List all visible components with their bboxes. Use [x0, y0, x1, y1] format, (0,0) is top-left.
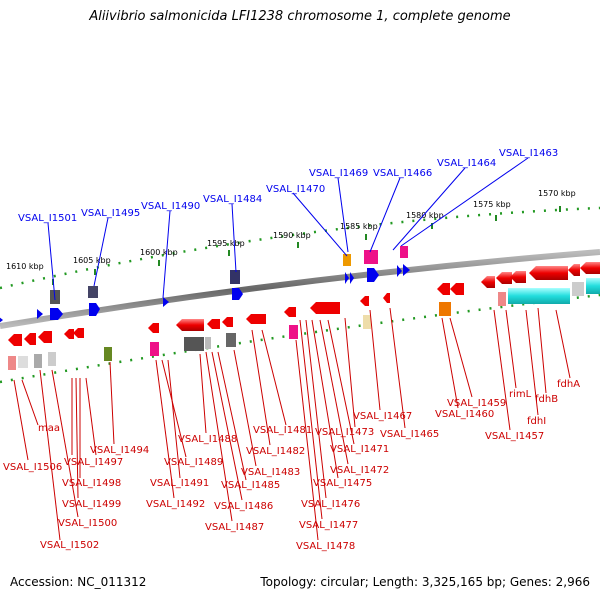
- reverse-gene-label: VSAL_I1467: [353, 411, 412, 422]
- reverse-gene-label: VSAL_I1475: [313, 478, 372, 489]
- reverse-gene-label: VSAL_I1459: [447, 398, 506, 409]
- reverse-gene: [176, 319, 204, 331]
- forward-gene-label: VSAL_I1495: [81, 208, 140, 219]
- reverse-gene-label: VSAL_I1492: [146, 499, 205, 510]
- accession-text: Accession: NC_011312: [10, 575, 147, 589]
- forward-gene: [367, 268, 379, 282]
- reverse-label-lines: [13, 307, 571, 541]
- scale-label: 1600 kbp: [140, 248, 178, 257]
- reverse-gene-label: VSAL_I1489: [164, 457, 223, 468]
- forward-gene: [89, 303, 100, 316]
- reverse-gene-label: VSAL_I1486: [214, 501, 273, 512]
- forward-gene-label: VSAL_I1490: [141, 201, 200, 212]
- reverse-gene: [568, 264, 580, 276]
- reverse-gene: [222, 317, 233, 327]
- genome-stats-text: Topology: circular; Length: 3,325,165 bp…: [260, 575, 590, 589]
- reverse-gene-label: maa: [38, 423, 60, 434]
- reverse-gene: [284, 307, 296, 317]
- reverse-gene: [24, 333, 36, 345]
- forward-gene: [163, 297, 169, 307]
- forward-gene: [0, 317, 3, 323]
- reverse-gene-label: VSAL_I1460: [435, 409, 494, 420]
- reverse-gene: [450, 283, 464, 295]
- forward-gene-label: VSAL_I1469: [309, 168, 368, 179]
- forward-gene-label: VSAL_I1464: [437, 158, 496, 169]
- reverse-gene-label: VSAL_I1477: [299, 520, 358, 531]
- reverse-feature-boxes: [8, 278, 600, 370]
- reverse-gene-label: VSAL_I1491: [150, 478, 209, 489]
- reverse-gene-label: fdhB: [535, 394, 558, 405]
- forward-gene-label: VSAL_I1470: [266, 184, 325, 195]
- forward-gene: [397, 265, 402, 277]
- reverse-gene-label: VSAL_I1485: [221, 480, 280, 491]
- forward-gene-label: VSAL_I1501: [18, 213, 77, 224]
- reverse-gene-label: VSAL_I1498: [62, 478, 121, 489]
- forward-gene: [345, 272, 349, 284]
- reverse-gene-label: VSAL_I1465: [380, 429, 439, 440]
- reverse-gene-label: VSAL_I1457: [485, 431, 544, 442]
- reverse-gene: [580, 262, 600, 274]
- reverse-gene-label: VSAL_I1483: [241, 467, 300, 478]
- reverse-gene-label: VSAL_I1478: [296, 541, 355, 552]
- reverse-gene: [529, 266, 568, 280]
- scale-label: 1585 kbp: [340, 222, 378, 231]
- reverse-gene: [310, 302, 340, 314]
- reverse-gene: [481, 276, 495, 288]
- forward-gene-label: VSAL_I1466: [373, 168, 432, 179]
- reverse-gene: [246, 314, 266, 324]
- scale-label: 1570 kbp: [538, 189, 576, 198]
- reverse-gene-label: VSAL_I1488: [178, 434, 237, 445]
- reverse-gene-label: rimL: [509, 389, 532, 400]
- forward-gene: [232, 288, 243, 300]
- forward-gene-label: VSAL_I1463: [499, 148, 558, 159]
- forward-genes: [0, 264, 410, 323]
- reverse-gene: [38, 331, 52, 343]
- reverse-gene-label: VSAL_I1471: [330, 444, 389, 455]
- reverse-gene: [383, 293, 390, 303]
- reverse-gene: [496, 272, 512, 284]
- reverse-gene-label: VSAL_I1500: [58, 518, 117, 529]
- chromosome-backbone: [0, 249, 600, 329]
- reverse-gene-label: VSAL_I1499: [62, 499, 121, 510]
- forward-gene: [50, 308, 63, 320]
- reverse-gene: [148, 323, 159, 333]
- reverse-gene-label: VSAL_I1502: [40, 540, 99, 551]
- forward-gene: [403, 264, 410, 276]
- reverse-gene: [510, 271, 526, 283]
- reverse-gene-label: VSAL_I1482: [246, 446, 305, 457]
- scale-label: 1580 kbp: [406, 211, 444, 220]
- map-title: Aliivibrio salmonicida LFI1238 chromosom…: [89, 9, 511, 24]
- reverse-gene: [8, 334, 22, 346]
- reverse-gene-label: fdhA: [557, 379, 580, 390]
- scale-label: 1590 kbp: [273, 231, 311, 240]
- reverse-gene-label: fdhI: [527, 416, 546, 427]
- reverse-gene: [360, 296, 369, 306]
- reverse-gene-label: VSAL_I1506: [3, 462, 62, 473]
- reverse-gene-label: VSAL_I1476: [301, 499, 360, 510]
- reverse-genes: [8, 262, 600, 346]
- reverse-gene-label: VSAL_I1481: [253, 425, 312, 436]
- forward-gene: [350, 272, 354, 284]
- reverse-gene: [64, 329, 74, 339]
- forward-gene: [37, 309, 43, 319]
- reverse-gene-label: VSAL_I1472: [330, 465, 389, 476]
- reverse-gene-label: VSAL_I1494: [90, 445, 149, 456]
- forward-gene-label: VSAL_I1484: [203, 194, 262, 205]
- scale-label: 1610 kbp: [6, 262, 44, 271]
- reverse-gene: [207, 319, 220, 329]
- reverse-gene-label: VSAL_I1487: [205, 522, 264, 533]
- reverse-gene: [73, 328, 84, 338]
- scale-label: 1595 kbp: [207, 239, 245, 248]
- forward-label-lines: [47, 157, 529, 301]
- scale-label: 1575 kbp: [473, 200, 511, 209]
- reverse-gene-label: VSAL_I1473: [315, 427, 374, 438]
- reverse-gene-label: VSAL_I1497: [64, 457, 123, 468]
- reverse-gene: [437, 283, 450, 295]
- scale-label: 1605 kbp: [73, 256, 111, 265]
